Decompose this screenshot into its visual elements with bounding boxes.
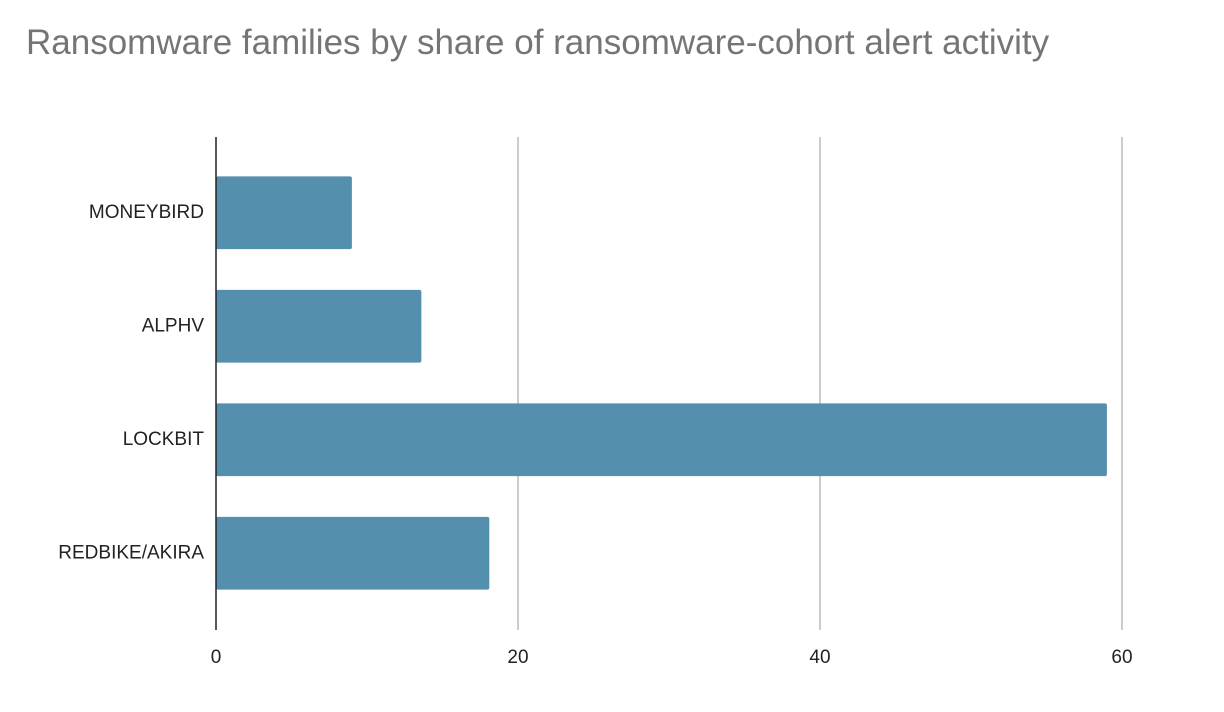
bar	[216, 403, 1107, 477]
x-tick-label: 60	[1111, 647, 1132, 668]
y-tick-label: ALPHV	[142, 315, 205, 336]
x-tick-label: 20	[507, 647, 528, 668]
bar	[216, 516, 490, 590]
bar	[216, 289, 422, 363]
y-tick-label: MONEYBIRD	[89, 202, 204, 223]
chart-title: Ransomware families by share of ransomwa…	[26, 23, 1050, 62]
bar	[216, 176, 352, 250]
x-tick-label: 40	[809, 647, 830, 668]
y-tick-label: REDBIKE/AKIRA	[58, 542, 204, 563]
x-tick-label: 0	[211, 647, 222, 668]
y-tick-label: LOCKBIT	[123, 429, 205, 450]
